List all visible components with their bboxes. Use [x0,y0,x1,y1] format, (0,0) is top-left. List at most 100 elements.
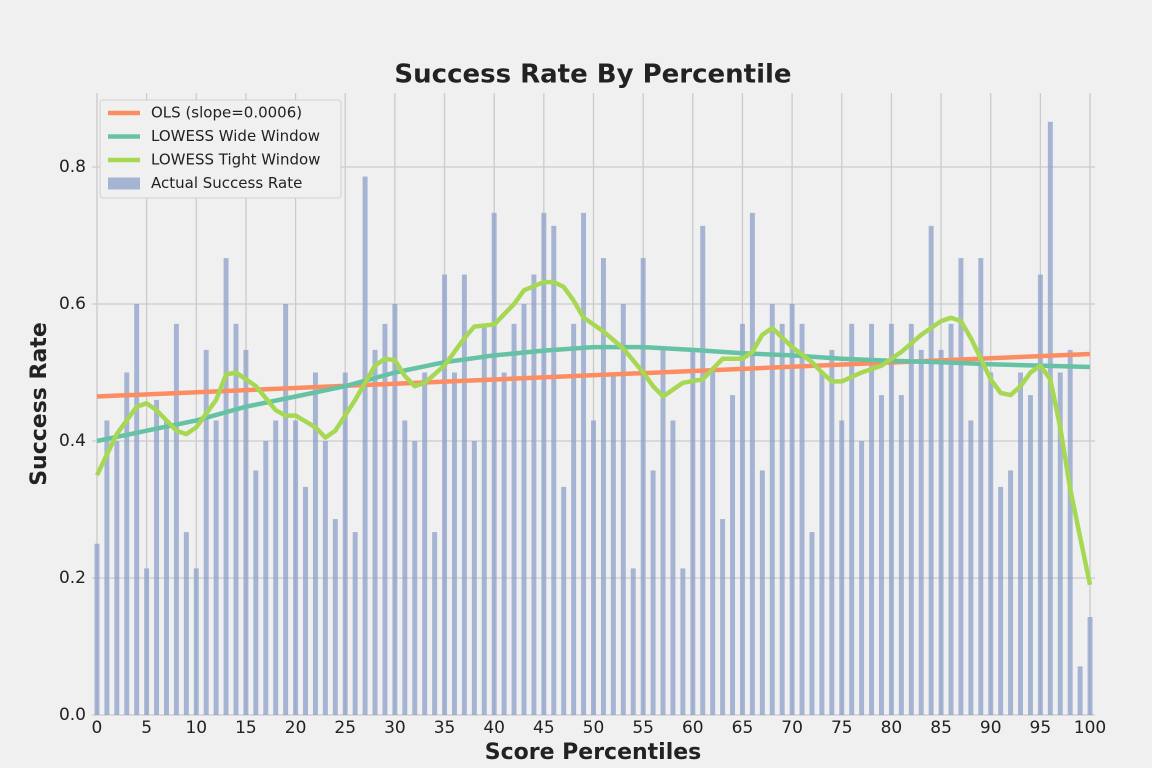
bar [134,303,140,715]
bar [1077,666,1083,715]
bar [958,258,964,715]
bar [700,225,706,715]
legend: OLS (slope=0.0006) LOWESS Wide Window LOWE… [99,99,342,199]
bar [293,420,299,715]
bar [670,420,676,715]
bar [1027,395,1033,715]
line [94,279,1093,586]
chart-title: Success Rate By Percentile [394,60,791,90]
bar [521,303,527,715]
bar [829,349,835,715]
bar [640,258,646,715]
x-tick-label: 40 [483,718,505,738]
legend-label: LOWESS Tight Window [151,151,320,169]
bar [620,303,626,715]
x-tick-label: 25 [334,718,356,738]
bar [650,470,656,715]
bar [739,323,745,715]
bar [412,440,418,715]
y-tick-label: 0.6 [59,294,86,314]
bar [600,258,606,715]
bar [988,372,994,715]
bar [94,543,100,715]
bar [551,225,557,715]
bar [869,323,875,715]
y-tick-label: 0.4 [59,431,86,451]
bar [730,395,736,715]
bar [799,323,805,715]
bar [461,274,467,715]
bar [720,519,726,715]
bar [1008,470,1014,715]
bar [978,258,984,715]
lines [94,279,1093,586]
bar [124,372,130,715]
bar [1087,617,1093,715]
bar [402,420,408,715]
x-tick-label: 0 [92,718,103,738]
bar [253,470,259,715]
bar [839,420,845,715]
x-tick-label: 35 [434,718,456,738]
bar [283,303,289,715]
bar [223,258,229,715]
bar [809,532,815,715]
bar [501,372,507,715]
x-axis-label: Score Percentiles [485,740,702,765]
bar [422,372,428,715]
bar [769,303,775,715]
x-tick-label: 15 [235,718,257,738]
bar [372,349,378,715]
bar [154,399,160,715]
x-tick-label: 10 [185,718,207,738]
bar [571,323,577,715]
x-tick-label: 85 [930,718,952,738]
x-tick-label: 90 [980,718,1002,738]
y-axis-label: Success Rate [27,322,52,486]
bar [233,323,239,715]
line [96,344,1091,444]
bar [243,349,249,715]
bar [263,440,269,715]
bar [680,568,686,715]
bar [1067,349,1073,715]
bar [511,323,517,715]
bar [581,212,587,716]
bar [541,212,547,716]
bar [432,532,438,715]
bar [710,372,716,715]
bar [303,486,308,715]
x-tick-label: 20 [285,718,307,738]
bar [442,274,448,715]
x-tick-label: 50 [583,718,605,738]
x-tick-label: 65 [732,718,754,738]
bar [660,349,666,715]
bar [481,323,487,715]
bar [352,532,358,715]
bar [451,372,457,715]
bar [759,470,765,715]
bar [471,440,477,715]
bars [94,121,1093,716]
x-tick-label: 75 [831,718,853,738]
bar [908,323,914,715]
bar [183,532,189,715]
bar [898,395,904,715]
bar [382,323,388,715]
bar [928,225,934,715]
bar [392,303,398,715]
bar [342,372,348,715]
bar [561,486,567,715]
bar [859,440,865,715]
legend-label: LOWESS Wide Window [151,127,320,145]
legend-box [99,99,342,199]
bar [938,349,944,715]
bar [849,323,855,715]
bar [114,440,120,715]
x-tick-label: 60 [682,718,704,738]
bar [144,568,150,715]
bar [1047,121,1053,715]
bar [749,212,755,716]
x-tick-label: 70 [781,718,803,738]
